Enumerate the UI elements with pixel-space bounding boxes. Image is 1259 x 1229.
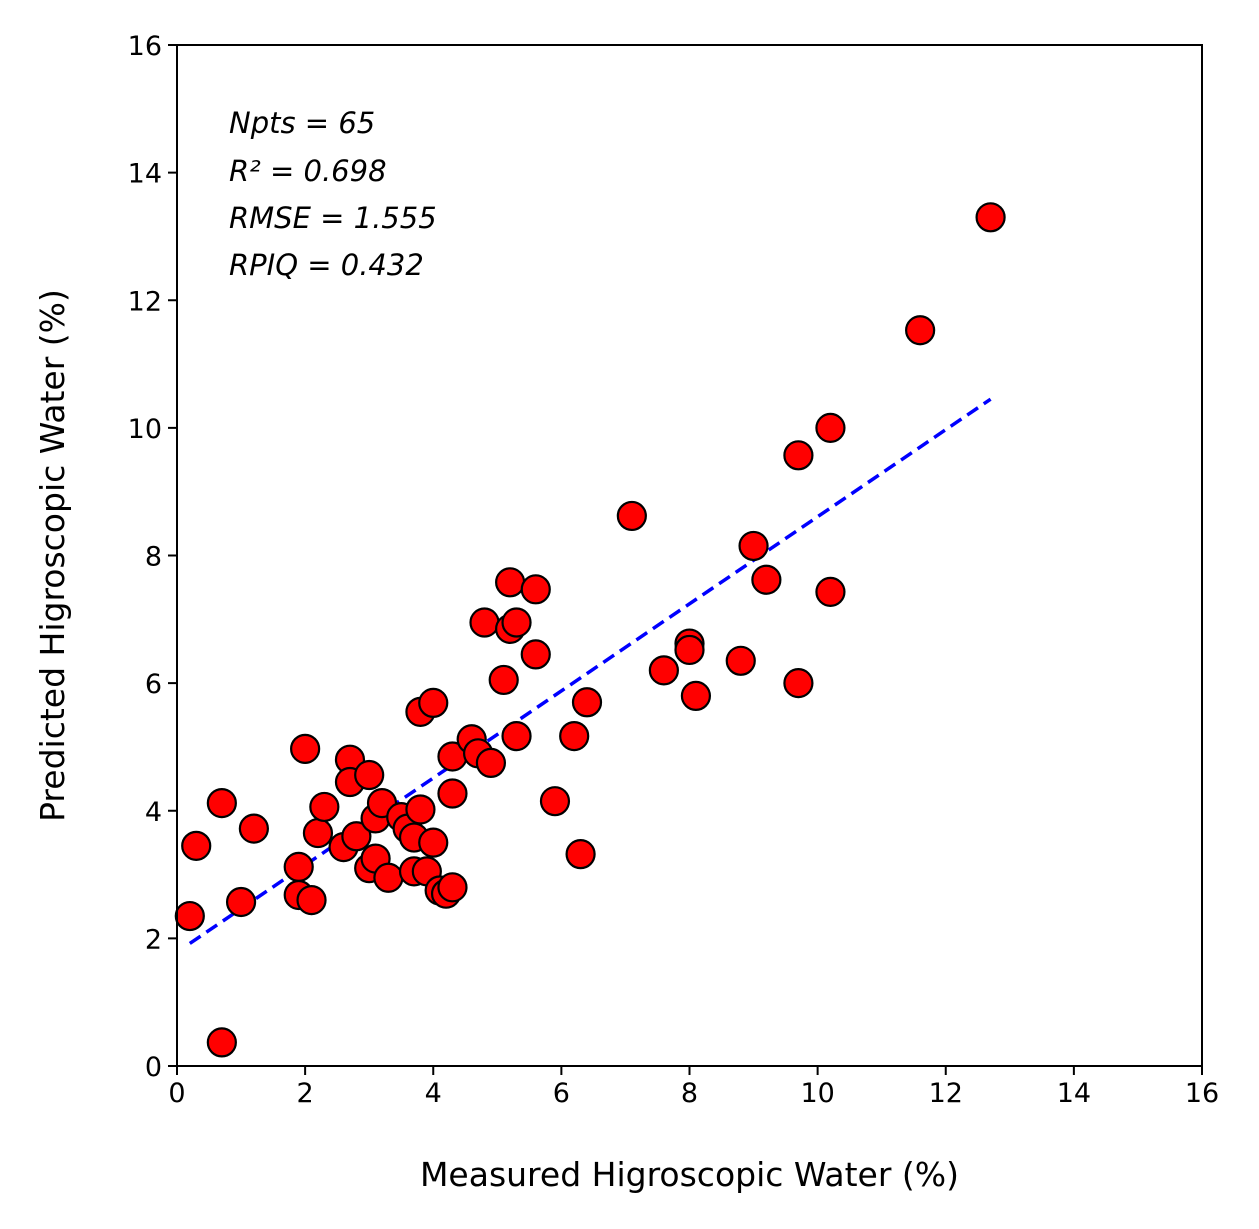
y-tick-label: 10 [128,414,162,445]
data-point [975,202,1006,233]
data-point [738,530,769,562]
data-point [616,500,647,532]
data-point [501,720,532,752]
data-point [206,1027,237,1058]
data-point [501,607,532,638]
data-point [418,687,449,719]
data-point [238,813,269,844]
data-point [648,655,679,686]
data-point [674,634,705,666]
x-tick-label: 0 [168,1078,185,1109]
y-tick-label: 6 [145,669,162,700]
data-point [565,839,596,870]
data-point [405,794,436,825]
x-tick-label: 2 [297,1078,314,1109]
fit-line-layer [188,397,992,945]
x-tick-label: 6 [553,1078,570,1109]
data-point [680,680,712,711]
data-point [225,886,257,918]
data-point [488,664,519,696]
data-point [437,872,468,903]
x-tick-label: 12 [929,1078,963,1109]
data-point [783,668,814,699]
data-point [520,639,551,670]
data-point [418,827,449,858]
data-point [469,607,500,638]
data-point [309,791,340,823]
data-point [206,787,237,819]
stat-rmse: RMSE = 1.555 [229,201,437,235]
data-point [283,851,314,883]
data-point [174,900,205,932]
data-point [751,564,782,595]
data-point [905,315,936,346]
x-tick-label: 10 [800,1078,834,1109]
x-tick-label: 8 [681,1078,698,1109]
y-tick-label: 14 [128,159,162,190]
data-point [815,412,846,443]
fit-line [188,397,992,945]
y-axis-label: Predicted Higroscopic Water (%) [33,289,72,822]
data-point [783,440,814,471]
y-axis-ticks: 0 2 4 6 8 10 12 14 16 [128,31,177,1083]
data-point [520,574,551,605]
x-axis-label: Measured Higroscopic Water (%) [420,1155,959,1194]
data-point [341,821,372,852]
data-point [559,720,590,752]
x-axis-ticks: 0 2 4 6 8 10 12 14 16 [168,1066,1219,1109]
data-point [815,576,846,607]
data-point [539,786,571,817]
x-tick-label: 4 [425,1078,442,1109]
x-tick-label: 16 [1185,1078,1219,1109]
data-point [437,778,468,809]
stats-annotation: Npts = 65 R² = 0.698 RMSE = 1.555 RPIQ =… [229,106,437,282]
data-point [296,884,327,916]
y-tick-label: 4 [145,797,162,828]
data-point [571,687,603,718]
y-tick-label: 0 [145,1052,162,1083]
points-layer [174,202,1006,1058]
x-tick-label: 14 [1057,1078,1091,1109]
data-point [181,830,212,861]
y-tick-label: 2 [145,924,162,955]
y-tick-label: 12 [128,286,162,317]
stat-r2: R² = 0.698 [229,154,387,188]
stat-npts: Npts = 65 [229,106,375,140]
data-point [475,747,507,778]
data-point [725,645,756,676]
data-point [373,862,404,893]
data-point [290,733,321,764]
data-point [495,567,526,598]
plot-frame [176,44,1203,1067]
stat-rpiq: RPIQ = 0.432 [229,248,424,282]
data-point [302,817,334,849]
y-tick-label: 16 [128,31,162,62]
y-tick-label: 8 [145,542,162,573]
data-point [354,759,385,791]
